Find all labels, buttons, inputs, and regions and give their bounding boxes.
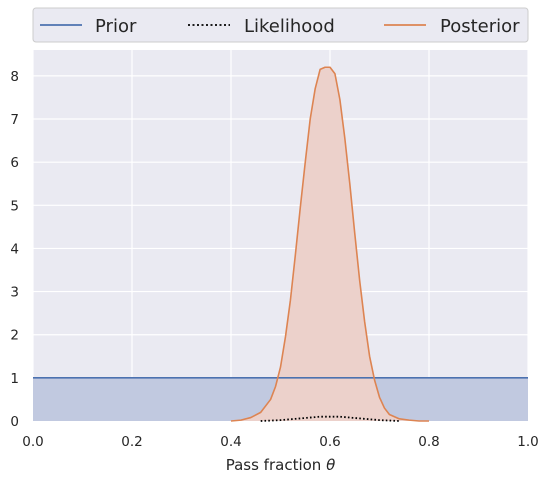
x-tick-labels: 0.0 0.2 0.4 0.6 0.8 1.0 xyxy=(22,434,538,450)
legend: Prior Likelihood Posterior xyxy=(32,7,529,43)
legend-label-prior: Prior xyxy=(95,16,137,37)
x-tick-label-1: 0.2 xyxy=(121,434,142,450)
posterior-area xyxy=(231,67,429,422)
legend-label-posterior: Posterior xyxy=(440,16,520,37)
x-tick-label-5: 1.0 xyxy=(517,434,538,450)
y-tick-label-3: 3 xyxy=(10,285,19,301)
x-axis-label: Pass fraction θ xyxy=(226,456,336,474)
series-fills xyxy=(33,67,528,422)
y-tick-label-0: 0 xyxy=(10,414,19,430)
legend-label-likelihood: Likelihood xyxy=(244,16,335,37)
y-tick-label-4: 4 xyxy=(10,241,19,257)
y-tick-label-7: 7 xyxy=(10,112,19,128)
plot-background xyxy=(33,50,528,421)
posterior-line xyxy=(230,66,429,422)
x-tick-label-0: 0.0 xyxy=(22,434,43,450)
x-tick-label-3: 0.6 xyxy=(319,434,340,450)
x-tick-label-2: 0.4 xyxy=(220,434,241,450)
x-tick-label-4: 0.8 xyxy=(418,434,439,450)
likelihood-line xyxy=(260,415,400,422)
y-tick-labels: 0 1 2 3 4 5 6 7 8 xyxy=(10,69,19,430)
legend-box xyxy=(32,7,529,43)
y-tick-label-2: 2 xyxy=(10,328,19,344)
y-tick-label-1: 1 xyxy=(10,371,19,387)
series-lines xyxy=(33,66,528,422)
y-tick-label-5: 5 xyxy=(10,198,19,214)
x-axis-label-symbol: θ xyxy=(326,456,335,474)
y-tick-label-6: 6 xyxy=(10,155,19,171)
y-tick-label-8: 8 xyxy=(10,69,19,85)
